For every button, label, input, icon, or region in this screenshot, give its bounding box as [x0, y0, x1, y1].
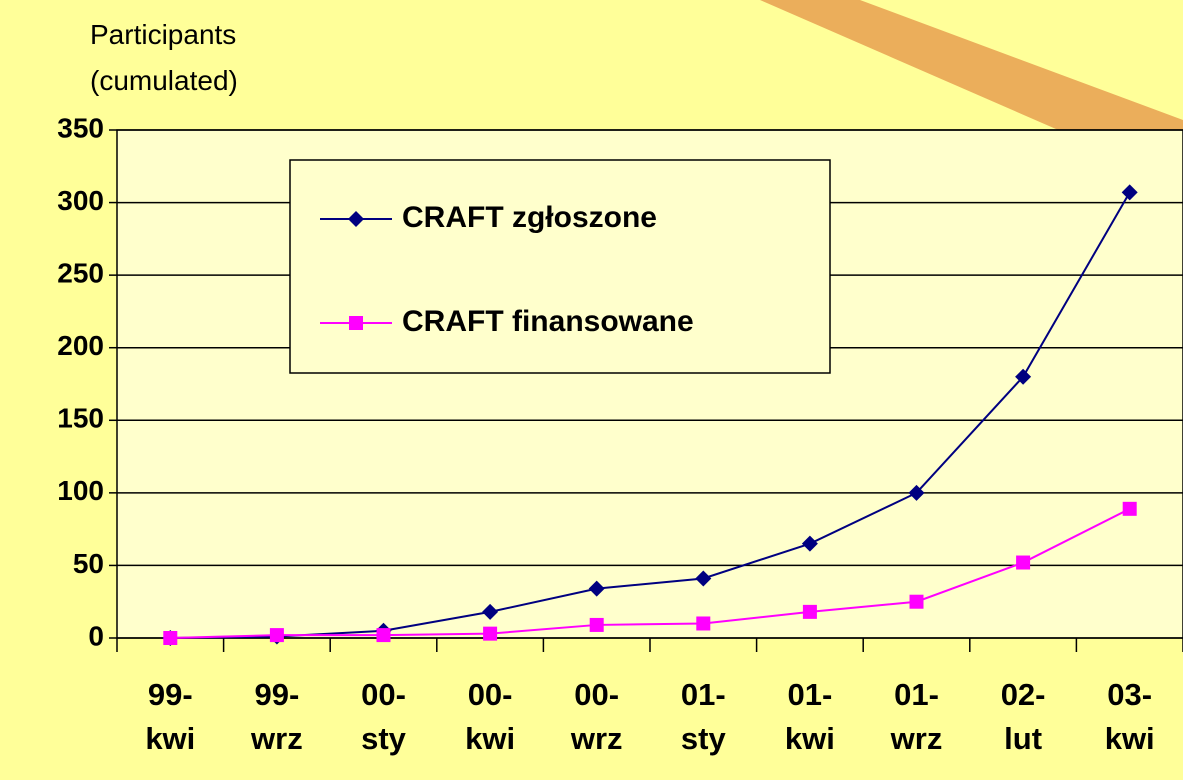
x-tick-label: 99-wrz	[242, 673, 312, 761]
legend-label: CRAFT finansowane	[402, 305, 694, 338]
data-point	[270, 628, 284, 642]
x-tick-label: 01-wrz	[882, 673, 952, 761]
y-axis-label: Participants (cumulated)	[90, 12, 320, 104]
data-point	[483, 627, 497, 641]
y-tick-label: 300	[57, 185, 104, 216]
data-point	[910, 595, 924, 609]
data-point	[1123, 502, 1137, 516]
legend	[290, 160, 830, 373]
x-tick-label: 03-kwi	[1095, 673, 1165, 761]
data-point	[163, 631, 177, 645]
data-point	[590, 618, 604, 632]
data-point	[803, 605, 817, 619]
y-tick-label: 50	[73, 548, 104, 579]
chart: CRAFT zgłoszone CRAFT finansowane 0 50 100 1…	[0, 0, 1183, 780]
y-tick-label: 200	[57, 330, 104, 361]
data-point	[1016, 556, 1030, 570]
page: CRAFT zgłoszone CRAFT finansowane 0 50 100 1…	[0, 0, 1183, 780]
x-tick-label: 00-sty	[349, 673, 419, 761]
data-point	[377, 628, 391, 642]
y-tick-label: 150	[57, 403, 104, 434]
x-tick-label: 00-kwi	[455, 673, 525, 761]
x-tick-label: 99-kwi	[135, 673, 205, 761]
y-tick-label: 350	[57, 112, 104, 143]
data-point	[696, 616, 710, 630]
x-tick-label: 02-lut	[988, 673, 1058, 761]
y-tick-label: 100	[57, 475, 104, 506]
legend-marker	[349, 316, 363, 330]
x-tick-label: 00-wrz	[562, 673, 632, 761]
legend-label: CRAFT zgłoszone	[402, 201, 657, 234]
x-tick-label: 01-kwi	[775, 673, 845, 761]
y-tick-label: 0	[88, 620, 104, 651]
x-tick-label: 01-sty	[668, 673, 738, 761]
y-tick-label: 250	[57, 258, 104, 289]
